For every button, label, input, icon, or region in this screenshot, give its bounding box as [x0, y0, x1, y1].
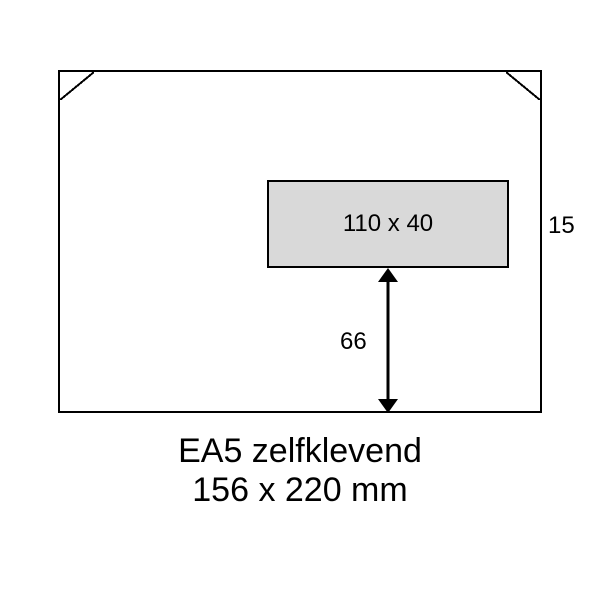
right-margin-label: 15 — [548, 212, 575, 240]
window-dimension-label: 110 x 40 — [343, 210, 433, 238]
bottom-margin-label: 66 — [340, 328, 367, 356]
caption-line1: EA5 zelfklevend — [0, 432, 600, 471]
diagram-stage: 110 x 40 15 66 EA5 zelfklevend 156 x 220… — [0, 0, 600, 600]
envelope-flap-right — [506, 72, 540, 100]
caption-line2: 156 x 220 mm — [0, 471, 600, 510]
envelope-window: 110 x 40 — [267, 180, 509, 268]
envelope-flap-left — [60, 72, 94, 100]
caption: EA5 zelfklevend 156 x 220 mm — [0, 432, 600, 510]
bottom-margin-arrow — [374, 268, 402, 413]
